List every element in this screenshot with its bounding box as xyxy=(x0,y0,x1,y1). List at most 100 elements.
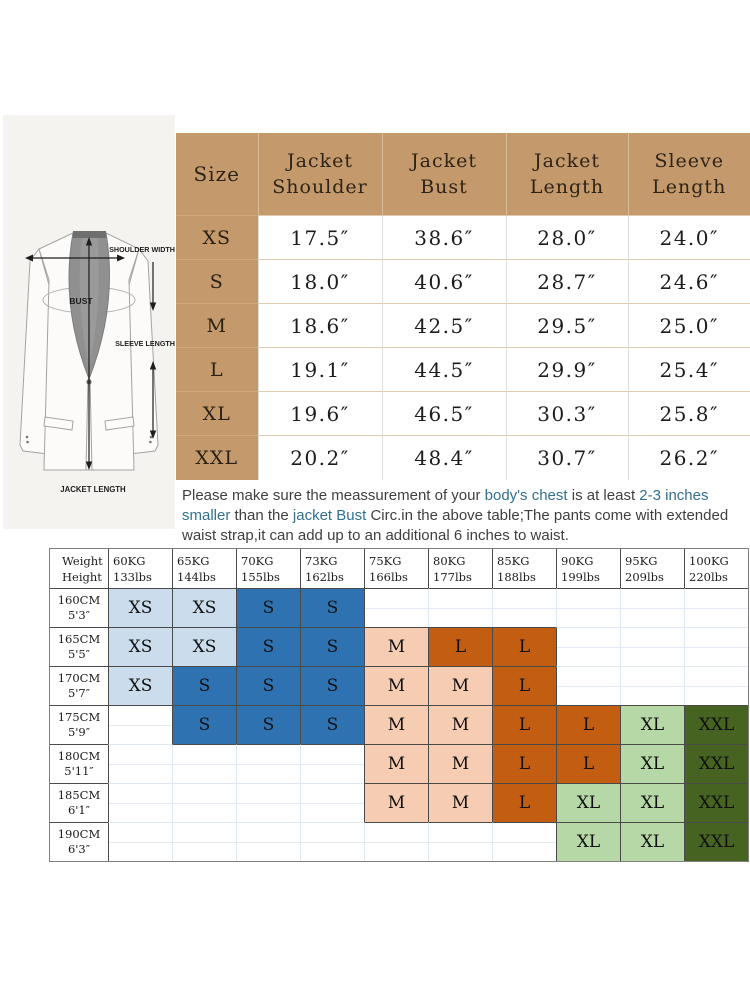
height-row-header: 170CM 5'7″ xyxy=(50,666,108,705)
empty-matrix-cell xyxy=(108,705,172,744)
cuff-button-icon xyxy=(26,440,29,444)
height-label: 5'5″ xyxy=(67,647,91,661)
measurement-value-cell: 30.3″ xyxy=(505,391,628,436)
weight-column-header: 60KG 133lbs xyxy=(108,549,172,588)
jacket-length-label: JACKET LENGTH xyxy=(60,485,126,494)
height-label: 180CM xyxy=(57,749,101,763)
measurement-value-cell: 25.0″ xyxy=(627,303,750,348)
weight-label: 133lbs xyxy=(113,569,152,584)
height-row-header: 175CM 5'9″ xyxy=(50,705,108,744)
recommended-size-cell: S xyxy=(236,627,300,666)
height-label: 5'11″ xyxy=(64,764,94,778)
fit-matrix-row: 190CM 6'3″ XL XL XXL xyxy=(50,822,748,861)
weight-label: 199lbs xyxy=(561,569,600,584)
recommended-size-cell: S xyxy=(236,666,300,705)
measurement-value-cell: 19.1″ xyxy=(257,347,382,392)
recommended-size-cell: M xyxy=(428,666,492,705)
measurement-value-cell: 18.6″ xyxy=(257,303,382,348)
weight-label: 144lbs xyxy=(177,569,216,584)
note-line: waist strap,it can add up to an addition… xyxy=(182,526,748,546)
collar-band xyxy=(73,231,106,238)
recommended-size-cell: M xyxy=(428,783,492,822)
empty-matrix-cell xyxy=(428,822,492,861)
jacket-diagram: SHOULDER WIDTH BUST SLEEVE LENGTH JACKET… xyxy=(19,231,175,494)
height-label: 170CM xyxy=(57,671,101,685)
weight-label: 85KG xyxy=(497,553,530,568)
empty-matrix-cell xyxy=(684,666,748,705)
recommended-size-cell: S xyxy=(300,705,364,744)
weight-height-corner-cell: Weight Height xyxy=(50,549,108,588)
measurement-value-cell: 18.0″ xyxy=(257,259,382,304)
empty-matrix-cell xyxy=(556,666,620,705)
height-weight-fit-matrix: Weight Height 60KG 133lbs 65KG 144lbs 70KG 155l… xyxy=(49,548,749,862)
jacket-length-arrow-icon xyxy=(85,237,93,470)
height-label: 5'3″ xyxy=(67,608,91,622)
recommended-size-cell: XXL xyxy=(684,783,748,822)
recommended-size-cell: XS xyxy=(172,588,236,627)
weight-label: 75KG xyxy=(369,553,402,568)
empty-matrix-cell xyxy=(236,783,300,822)
recommended-size-cell: S xyxy=(172,666,236,705)
jacket-diagram-panel: SHOULDER WIDTH BUST SLEEVE LENGTH JACKET… xyxy=(3,115,175,529)
recommended-size-cell: S xyxy=(236,705,300,744)
weight-label: 73KG xyxy=(305,553,338,568)
front-seam-right xyxy=(89,378,93,471)
fit-matrix-row: 185CM 6'1″ M M L XL XL XXL xyxy=(50,783,748,822)
empty-matrix-cell xyxy=(556,588,620,627)
cuff-button-icon xyxy=(149,440,152,444)
measurement-value-cell: 42.5″ xyxy=(381,303,506,348)
weight-column-header: 95KG 209lbs xyxy=(620,549,684,588)
recommended-size-cell: S xyxy=(300,627,364,666)
recommended-size-cell: M xyxy=(428,705,492,744)
measurement-value-cell: 26.2″ xyxy=(627,435,750,480)
empty-matrix-cell xyxy=(364,822,428,861)
fit-matrix-row: 175CM 5'9″ S S S M M L L XL XXL xyxy=(50,705,748,744)
empty-matrix-cell xyxy=(300,744,364,783)
measurement-value-cell: 28.0″ xyxy=(505,215,628,260)
empty-matrix-cell xyxy=(364,588,428,627)
size-table-row: XXL 20.2″ 48.4″ 30.7″ 26.2″ xyxy=(176,435,750,480)
empty-matrix-cell xyxy=(172,783,236,822)
height-label: 185CM xyxy=(57,788,101,802)
recommended-size-cell: L xyxy=(492,705,556,744)
size-table-column-header: Sleeve Length xyxy=(627,133,750,216)
empty-matrix-cell xyxy=(108,822,172,861)
recommended-size-cell: S xyxy=(172,705,236,744)
weight-column-header: 80KG 177lbs xyxy=(428,549,492,588)
size-label-cell: XXL xyxy=(176,435,258,480)
empty-matrix-cell xyxy=(236,822,300,861)
measurement-value-cell: 30.7″ xyxy=(505,435,628,480)
empty-matrix-cell xyxy=(492,588,556,627)
weight-column-header: 65KG 144lbs xyxy=(172,549,236,588)
note-highlighted-text: jacket Bust xyxy=(292,507,367,524)
recommended-size-cell: L xyxy=(492,783,556,822)
sleeve-length-label: SLEEVE LENGTH xyxy=(115,339,175,348)
empty-matrix-cell xyxy=(236,744,300,783)
empty-matrix-cell xyxy=(684,588,748,627)
size-label-cell: XL xyxy=(176,391,258,436)
weight-label: 80KG xyxy=(433,553,466,568)
weight-column-header: 90KG 199lbs xyxy=(556,549,620,588)
empty-matrix-cell xyxy=(108,783,172,822)
note-line: smaller than the jacket Bust Circ.in the… xyxy=(182,506,748,526)
height-label: 165CM xyxy=(57,632,101,646)
recommended-size-cell: XXL xyxy=(684,705,748,744)
recommended-size-cell: XS xyxy=(172,627,236,666)
measurement-value-cell: 17.5″ xyxy=(257,215,382,260)
recommended-size-cell: XXL xyxy=(684,744,748,783)
sleeve-length-arrow-icon xyxy=(149,262,157,439)
empty-matrix-cell xyxy=(556,627,620,666)
empty-matrix-cell xyxy=(300,822,364,861)
measurement-value-cell: 46.5″ xyxy=(381,391,506,436)
weight-column-header: 100KG 220lbs xyxy=(684,549,748,588)
height-row-header: 180CM 5'11″ xyxy=(50,744,108,783)
measurement-value-cell: 28.7″ xyxy=(505,259,628,304)
corner-label: Weight xyxy=(62,553,103,568)
recommended-size-cell: XL xyxy=(556,783,620,822)
note-highlighted-text: smaller xyxy=(182,507,231,524)
measurement-value-cell: 29.9″ xyxy=(505,347,628,392)
empty-matrix-cell xyxy=(684,627,748,666)
note-text: is at least xyxy=(567,487,640,504)
height-label: 6'1″ xyxy=(67,803,91,817)
measurement-value-cell: 24.6″ xyxy=(627,259,750,304)
